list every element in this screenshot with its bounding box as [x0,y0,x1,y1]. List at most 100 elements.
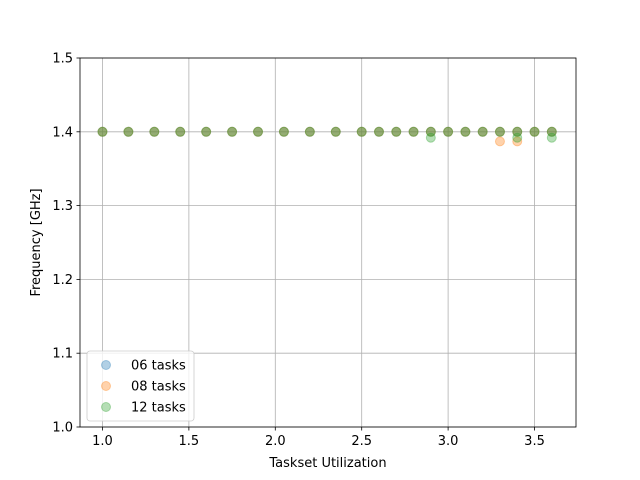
data-points [97,126,557,147]
data-point [425,126,436,137]
legend: 06 tasks 08 tasks 12 tasks [86,350,195,422]
y-tick-label: 1.0 [52,421,73,436]
data-point [330,126,341,137]
data-point [278,126,289,137]
data-point [408,126,419,137]
x-tick-label: 2.0 [265,434,286,449]
data-point [304,126,315,137]
series-0 [97,126,557,137]
data-point [97,126,108,137]
data-point [304,126,315,137]
data-point [443,126,454,137]
y-axis-label: Frequency [GHz] [29,188,44,296]
data-point [149,126,160,137]
y-tick-label: 1.2 [52,273,73,288]
data-point [529,126,540,137]
data-point [408,126,419,137]
data-point [425,132,436,143]
data-point [201,126,212,137]
x-tick-label: 2.5 [351,434,372,449]
data-point [253,126,264,137]
legend-marker [101,360,111,370]
data-point [512,126,523,137]
data-point [330,126,341,137]
data-point [391,126,402,137]
data-point [97,126,108,137]
y-tick-label: 1.3 [52,199,73,214]
data-point [97,126,108,137]
data-point [443,126,454,137]
data-point [546,132,557,143]
data-point [477,126,488,137]
data-point [494,126,505,137]
legend-label: 06 tasks [131,359,186,374]
data-point [373,126,384,137]
data-point [494,126,505,137]
data-point [149,126,160,137]
data-point [425,126,436,137]
data-point [512,132,523,143]
data-point [546,126,557,137]
legend-label: 08 tasks [131,380,186,395]
data-point [175,126,186,137]
data-point [391,126,402,137]
legend-marker [101,402,111,412]
data-point [123,126,134,137]
data-point [546,126,557,137]
x-tick-label: 3.5 [524,434,545,449]
data-point [330,126,341,137]
data-point [408,126,419,137]
data-point [253,126,264,137]
data-point [494,126,505,137]
data-point [546,126,557,137]
x-tick-label: 1.0 [92,434,113,449]
data-point [356,126,367,137]
data-point [175,126,186,137]
data-point [460,126,471,137]
data-point [123,126,134,137]
data-point [123,126,134,137]
data-point [373,126,384,137]
data-point [460,126,471,137]
legend-label: 12 tasks [131,401,186,416]
x-tick-label: 3.0 [438,434,459,449]
axis-ticks: 1.0 1.5 2.0 2.5 3.0 3.5 1.0 1.1 1.2 1.3 1.4 1.5 [52,52,545,450]
data-point [460,126,471,137]
data-point [201,126,212,137]
data-point [149,126,160,137]
data-point [477,126,488,137]
data-point [227,126,238,137]
legend-marker [101,381,111,391]
y-tick-label: 1.1 [52,347,73,362]
x-axis-label: Taskset Utilization [268,456,386,471]
data-point [373,126,384,137]
series-1 [97,126,557,147]
legend-box [86,350,195,422]
data-point [278,126,289,137]
data-point [201,126,212,137]
data-point [253,126,264,137]
y-tick-label: 1.5 [52,52,73,67]
data-point [227,126,238,137]
data-point [529,126,540,137]
data-point [529,126,540,137]
series-2 [97,126,557,143]
data-point [425,126,436,137]
data-point [175,126,186,137]
data-point [304,126,315,137]
data-point [443,126,454,137]
data-point [494,136,505,147]
data-point [356,126,367,137]
data-point [477,126,488,137]
data-point [391,126,402,137]
data-point [512,126,523,137]
plot-frame [79,57,577,428]
y-tick-label: 1.4 [52,125,73,140]
data-point [278,126,289,137]
data-point [512,126,523,137]
data-point [512,136,523,147]
data-point [356,126,367,137]
x-tick-label: 1.5 [179,434,200,449]
data-point [227,126,238,137]
